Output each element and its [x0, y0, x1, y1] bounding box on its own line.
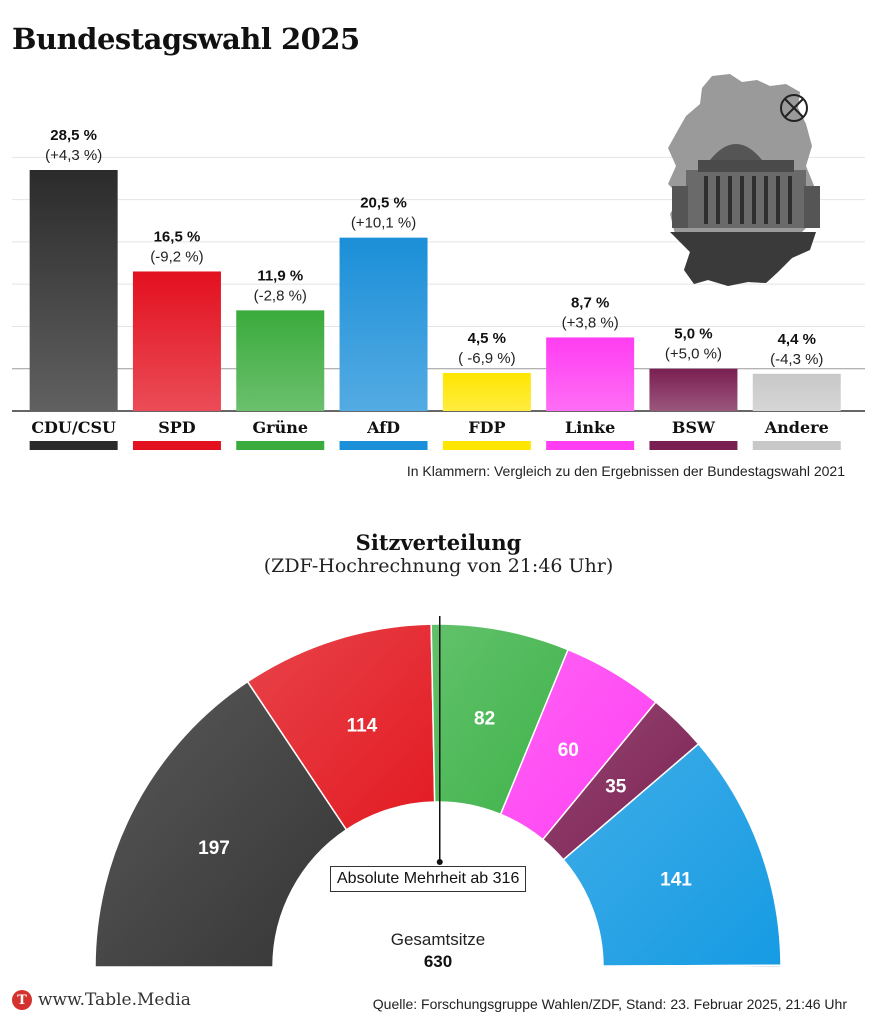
category-label: Andere — [764, 418, 829, 437]
bar-fdp — [442, 372, 531, 411]
source-note: Quelle: Forschungsgruppe Wahlen/ZDF, Sta… — [372, 996, 847, 1012]
seat-count-label: 197 — [198, 838, 230, 859]
majority-label: Absolute Mehrheit ab 316 — [330, 866, 527, 892]
category-color-key — [649, 441, 738, 450]
category-label: SPD — [158, 418, 196, 437]
seat-segment-cdu-csu — [94, 680, 348, 968]
bar-value-label: 4,5 % — [468, 330, 506, 347]
bar-spd — [132, 271, 221, 411]
ballot-cross-icon — [780, 94, 808, 122]
bar-gr-ne — [236, 310, 325, 411]
category-color-key — [29, 441, 118, 450]
bar-change-label: (+3,8 %) — [562, 314, 619, 331]
category-color-key — [442, 441, 531, 450]
bar-afd — [339, 237, 428, 411]
bar-value-label: 20,5 % — [360, 195, 407, 212]
category-label: BSW — [672, 418, 716, 437]
bar-bsw — [649, 368, 738, 411]
bar-change-label: (+5,0 %) — [665, 346, 722, 363]
seat-segment-fdp — [602, 964, 782, 968]
category-label: Linke — [565, 418, 615, 437]
seat-count-label: 82 — [474, 708, 495, 729]
seat-distribution-subtitle: (ZDF-Hochrechnung von 21:46 Uhr) — [263, 555, 614, 577]
bar-value-label: 8,7 % — [571, 294, 609, 311]
table-media-logo-icon: T — [12, 990, 32, 1010]
category-label: CDU/CSU — [31, 418, 116, 437]
bar-change-label: (-2,8 %) — [254, 287, 307, 304]
bar-value-label: 28,5 % — [50, 127, 97, 144]
category-label: AfD — [366, 418, 400, 437]
seat-count-label: 35 — [605, 777, 627, 798]
category-color-key — [236, 441, 325, 450]
bar-change-label: ( -6,9 %) — [458, 350, 516, 367]
category-color-key — [132, 441, 221, 450]
table-media-link[interactable]: www.Table.Media — [38, 990, 191, 1010]
bar-change-label: (-9,2 %) — [150, 248, 203, 265]
bar-value-label: 5,0 % — [674, 326, 712, 343]
total-seats-label: Gesamtsitze — [390, 930, 486, 949]
total-seats-value: 630 — [423, 952, 453, 971]
comparison-note: In Klammern: Vergleich zu den Ergebnisse… — [406, 463, 845, 479]
seat-count-label: 141 — [660, 869, 692, 890]
bar-change-label: (+4,3 %) — [45, 147, 102, 164]
bar-andere — [752, 373, 841, 411]
seat-distribution-title: Sitzverteilung — [355, 530, 522, 555]
category-color-key — [339, 441, 428, 450]
bar-value-label: 11,9 % — [257, 267, 303, 284]
page-title: Bundestagswahl 2025 — [12, 22, 360, 56]
bar-value-label: 4,4 % — [778, 331, 816, 348]
germany-reichstag-illustration — [668, 74, 820, 286]
seat-count-label: 114 — [347, 716, 378, 737]
category-label: Grüne — [252, 418, 308, 437]
category-color-key — [752, 441, 841, 450]
bar-change-label: (-4,3 %) — [770, 351, 823, 368]
bar-value-label: 16,5 % — [154, 228, 201, 245]
table-media-logo[interactable]: T www.Table.Media — [12, 990, 191, 1010]
seat-count-label: 60 — [558, 740, 579, 761]
category-color-key — [546, 441, 635, 450]
bar-change-label: (+10,1 %) — [351, 215, 416, 232]
category-label: FDP — [468, 418, 505, 437]
bar-linke — [546, 337, 635, 411]
bar-cdu-csu — [29, 170, 118, 411]
majority-marker-dot — [436, 859, 443, 865]
seat-segment-afd — [562, 742, 782, 967]
